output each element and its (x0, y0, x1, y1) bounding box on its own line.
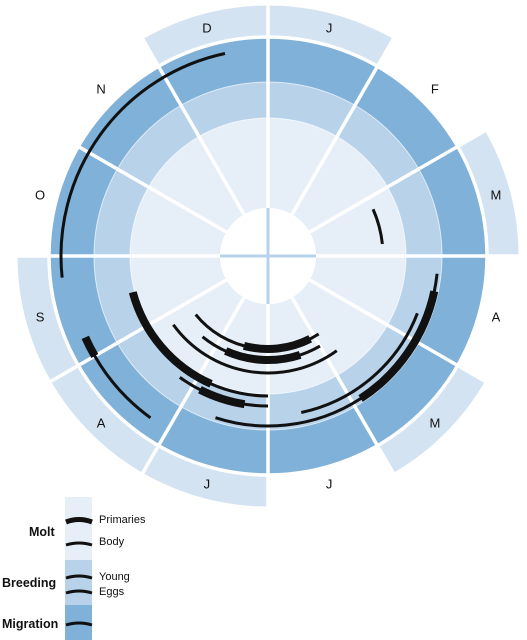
month-label-8: A (97, 415, 106, 430)
legend-label-primaries: Primaries (99, 514, 146, 526)
breeding-band-month-12 (181, 82, 268, 137)
arc-10-line (371, 208, 384, 245)
arc-5-line (172, 323, 338, 375)
month-divider-3 (308, 128, 488, 234)
legend-band-breeding (65, 560, 92, 605)
month-label-12: D (202, 21, 211, 36)
legend-band-molt (65, 497, 92, 560)
month-label-6: J (326, 476, 333, 491)
legend-category-molt: Molt (29, 525, 56, 539)
legend-category-breeding: Breeding (2, 576, 56, 590)
arc-4-line (300, 312, 419, 414)
outer-band-month-12 (142, 4, 268, 67)
arc-6-thick-segment (242, 335, 313, 353)
outer-band-month-1 (268, 4, 394, 67)
molt-band-month-4 (309, 256, 406, 325)
outer-band-month-8 (49, 365, 159, 475)
molt-band-month-10 (130, 187, 227, 256)
migration-band-month-2 (355, 66, 458, 169)
molt-band-month-7 (199, 297, 268, 394)
breeding-band-month-11 (117, 105, 199, 187)
legend-label-young: Young (99, 571, 130, 583)
month-label-11: N (96, 82, 105, 97)
breeding-band-month-6 (268, 375, 355, 430)
legend-label-body: Body (99, 536, 125, 548)
arc-7-thick-segment (224, 347, 302, 364)
month-label-9: S (36, 310, 45, 325)
month-divider-6 (290, 296, 396, 476)
legend-symbol-migration (65, 621, 93, 627)
outer-band-month-9 (16, 256, 79, 382)
month-divider-9 (48, 278, 228, 384)
breeding-band-month-3 (387, 169, 442, 256)
outer-band-month-10 (16, 130, 79, 256)
month-label-3: M (491, 187, 502, 202)
arc-2-line (59, 52, 226, 278)
outer-band-month-4 (457, 256, 520, 382)
wheel-dividers (14, 2, 522, 510)
breeding-band-month-5 (337, 325, 419, 407)
month-divider-12 (140, 36, 246, 216)
arc-3-thick-segment (358, 290, 439, 402)
arc-9-thick-segment (198, 386, 246, 409)
month-label-4: A (492, 310, 501, 325)
arc-8-thick-segment (128, 291, 213, 388)
month-divider-11 (48, 128, 228, 234)
legend-symbol-eggs (65, 589, 93, 595)
month-label-5: M (429, 415, 440, 430)
molt-band-month-1 (268, 118, 337, 215)
molt-band-month-9 (130, 256, 227, 325)
legend-symbol-body (65, 541, 93, 547)
event-arcs (59, 52, 439, 428)
outer-band-month-7 (142, 445, 268, 508)
molt-band-month-12 (199, 118, 268, 215)
breeding-band-month-9 (94, 256, 149, 343)
migration-band-month-5 (355, 343, 458, 446)
month-label-10: O (35, 187, 45, 202)
molt-band-month-5 (292, 280, 388, 376)
molt-band-month-8 (148, 280, 244, 376)
outer-band-month-3 (457, 130, 520, 256)
month-labels: J F M A M J J A S O N D (35, 21, 501, 492)
month-label-2: F (431, 82, 439, 97)
breeding-band-month-8 (117, 325, 199, 407)
molt-band-month-11 (148, 136, 244, 232)
outer-band-month-5 (377, 365, 487, 475)
outer-band-month-11 (49, 37, 159, 147)
outer-band-month-2 (377, 37, 487, 147)
month-label-7: J (204, 476, 211, 491)
breeding-band-month-10 (94, 169, 149, 256)
month-label-1: J (326, 21, 333, 36)
breeding-band-month-2 (337, 105, 419, 187)
arc-1-thick-segment (81, 335, 99, 358)
legend-symbol-young (65, 574, 93, 580)
legend-category-migration: Migration (2, 617, 58, 631)
migration-band-month-11 (78, 66, 181, 169)
legend: Molt Breeding Migration Primaries Body Y… (2, 497, 146, 640)
outer-band-month-6 (268, 445, 394, 508)
breeding-band-month-1 (268, 82, 355, 137)
month-divider-2 (290, 36, 396, 216)
legend-symbol-primaries (65, 517, 93, 525)
legend-label-eggs: Eggs (99, 586, 125, 598)
month-divider-5 (308, 278, 488, 384)
molt-band-month-2 (292, 136, 388, 232)
